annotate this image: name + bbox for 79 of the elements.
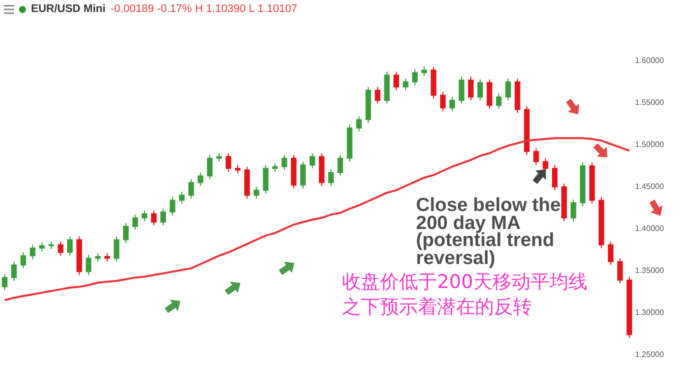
- candlestick: [468, 76, 474, 101]
- candlestick: [272, 162, 278, 172]
- y-tick-label: 1.60000: [635, 56, 664, 65]
- candlestick: [328, 168, 334, 186]
- candlestick: [2, 274, 8, 291]
- candlestick: [226, 152, 232, 172]
- candlestick: [374, 86, 380, 104]
- chart-title: EUR/USD Mini: [31, 3, 106, 15]
- candlestick: [58, 240, 64, 256]
- candlestick: [552, 164, 558, 191]
- candlestick: [39, 242, 45, 252]
- candlestick: [30, 244, 36, 260]
- candlestick: [384, 71, 390, 104]
- candlestick: [67, 236, 73, 256]
- candlestick: [346, 124, 352, 162]
- candlestick: [48, 240, 54, 250]
- candlestick: [198, 172, 204, 186]
- candlestick: [505, 78, 511, 101]
- candlestick: [76, 236, 82, 276]
- candlestick: [402, 78, 408, 91]
- candlestick: [524, 106, 530, 156]
- y-tick-label: 1.45000: [635, 182, 664, 191]
- candlestick: [132, 214, 138, 230]
- candlestick: [142, 210, 148, 222]
- annotation: Close below the 200 day MA (potential trend reversal): [416, 195, 562, 268]
- candlestick: [11, 261, 17, 282]
- candlestick: [104, 252, 110, 262]
- candlestick: [366, 86, 372, 124]
- candlestick: [20, 252, 26, 269]
- y-tick-label: 1.40000: [635, 224, 664, 233]
- candlestick: [234, 164, 241, 174]
- candlestick: [449, 96, 455, 112]
- candlestick: [533, 148, 539, 166]
- candlestick: [589, 162, 595, 204]
- candlestick: [486, 78, 492, 110]
- candlestick: [458, 76, 464, 104]
- y-tick-label: 1.35000: [635, 266, 664, 275]
- candlestick: [570, 198, 576, 222]
- candlestick: [95, 252, 101, 262]
- candlestick: [188, 178, 194, 200]
- candlestick: [430, 66, 436, 100]
- candlestick: [86, 254, 92, 276]
- candlestick: [216, 152, 222, 162]
- candlestick: [300, 161, 306, 190]
- candlestick: [496, 93, 502, 110]
- candlestick: [114, 236, 120, 262]
- candlestick: [310, 152, 316, 169]
- candlestick: [207, 154, 213, 180]
- chart-subtitle: -0.00189 -0.17% H 1.10390 L 1.10107: [110, 3, 298, 15]
- candlestick: [151, 210, 157, 226]
- candlestick: [617, 258, 623, 284]
- candlestick: [254, 186, 260, 200]
- candlestick: [440, 91, 446, 112]
- candlestick: [626, 276, 632, 339]
- y-tick-label: 1.25000: [635, 350, 664, 359]
- y-tick-label: 1.30000: [635, 308, 664, 317]
- candlestick: [318, 152, 324, 186]
- candlestick: [160, 208, 166, 226]
- candlestick: [561, 182, 567, 222]
- candlestick: [179, 191, 185, 204]
- candlestick: [356, 116, 362, 132]
- candlestick: [290, 154, 296, 190]
- candlestick: [244, 166, 250, 200]
- y-tick-label: 1.55000: [635, 98, 664, 107]
- candlestick: [477, 78, 483, 101]
- candlestick: [421, 66, 427, 76]
- candlestick: [123, 222, 129, 244]
- candlestick: [170, 196, 176, 216]
- candlestick: [393, 71, 400, 91]
- annotation: 收盘价低于200天移动平均线之下预示着潜在的反转: [342, 270, 588, 320]
- candlestick: [608, 240, 614, 266]
- candlestick: [580, 162, 586, 207]
- candlestick: [412, 68, 418, 86]
- candlestick: [338, 154, 344, 176]
- y-tick-label: 1.50000: [635, 140, 664, 149]
- candlestick: [262, 164, 268, 194]
- candlestick: [514, 78, 520, 114]
- candlestick: [282, 154, 288, 171]
- candlestick: [598, 196, 604, 249]
